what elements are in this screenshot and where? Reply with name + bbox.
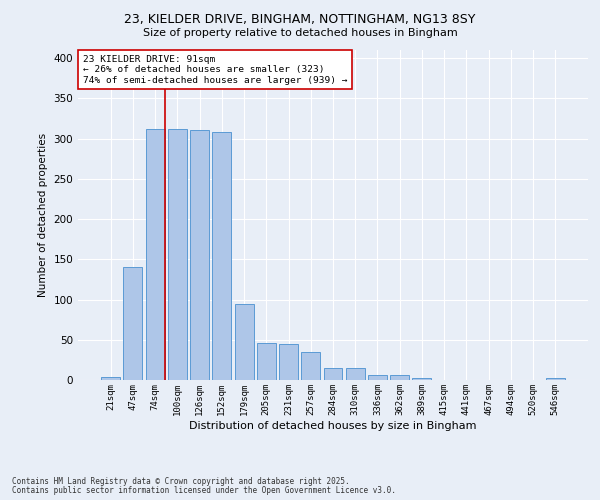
X-axis label: Distribution of detached houses by size in Bingham: Distribution of detached houses by size …	[189, 420, 477, 430]
Bar	[235, 304, 254, 380]
Bar	[301, 352, 320, 380]
Bar	[101, 377, 120, 380]
Bar	[190, 130, 209, 380]
Bar	[412, 378, 431, 380]
Bar	[124, 268, 142, 380]
Bar	[546, 378, 565, 380]
Bar	[346, 368, 365, 380]
Bar	[390, 375, 409, 380]
Text: Contains HM Land Registry data © Crown copyright and database right 2025.: Contains HM Land Registry data © Crown c…	[12, 477, 350, 486]
Bar	[146, 129, 164, 380]
Text: Size of property relative to detached houses in Bingham: Size of property relative to detached ho…	[143, 28, 457, 38]
Bar	[168, 129, 187, 380]
Text: 23 KIELDER DRIVE: 91sqm
← 26% of detached houses are smaller (323)
74% of semi-d: 23 KIELDER DRIVE: 91sqm ← 26% of detache…	[83, 55, 347, 84]
Text: Contains public sector information licensed under the Open Government Licence v3: Contains public sector information licen…	[12, 486, 396, 495]
Bar	[368, 375, 387, 380]
Bar	[323, 368, 343, 380]
Text: 23, KIELDER DRIVE, BINGHAM, NOTTINGHAM, NG13 8SY: 23, KIELDER DRIVE, BINGHAM, NOTTINGHAM, …	[124, 12, 476, 26]
Bar	[212, 132, 231, 380]
Bar	[279, 344, 298, 380]
Bar	[257, 343, 276, 380]
Y-axis label: Number of detached properties: Number of detached properties	[38, 133, 48, 297]
